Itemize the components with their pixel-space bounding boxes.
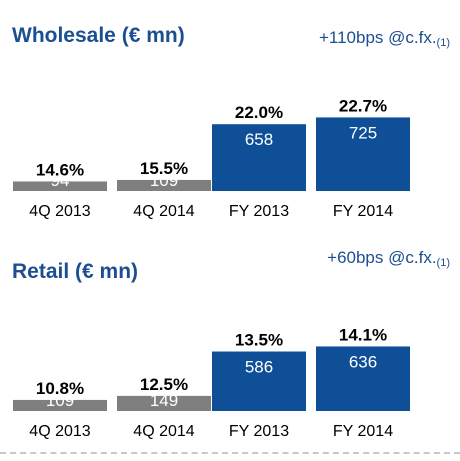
wholesale-bar-value-3: 658: [245, 130, 273, 149]
wholesale-bar-1: [13, 181, 107, 191]
wholesale-margin-label-2: 15.5%: [140, 159, 188, 178]
retail-margin-label-1: 10.8%: [36, 379, 84, 398]
retail-fx-note-text: +60bps @c.fx.: [327, 248, 437, 267]
wholesale-bar-2: [117, 179, 211, 191]
bottom-separator: [0, 452, 460, 454]
wholesale-panel: Wholesale (€ mn) +110bps @c.fx.(1) 94 14.…: [12, 24, 450, 220]
wholesale-title: Wholesale (€ mn): [12, 24, 185, 47]
wholesale-margin-label-4: 22.7%: [339, 96, 387, 115]
wholesale-category-label-3: FY 2013: [229, 203, 289, 220]
retail-bar-value-2: 149: [150, 391, 178, 410]
wholesale-fx-note: +110bps @c.fx.(1): [319, 28, 450, 49]
retail-bar-value-4: 636: [349, 352, 377, 371]
retail-margin-label-4: 14.1%: [339, 325, 387, 344]
retail-bar-4: [316, 346, 410, 411]
wholesale-bar-value-4: 725: [349, 123, 377, 142]
retail-category-label-2: 4Q 2014: [133, 423, 194, 440]
retail-margin-label-3: 13.5%: [235, 331, 283, 350]
wholesale-category-label-4: FY 2014: [333, 203, 393, 220]
retail-title: Retail (€ mn): [12, 260, 139, 283]
retail-fx-footnote: (1): [436, 257, 450, 269]
retail-bar-2: [117, 395, 211, 411]
retail-category-label-4: FY 2014: [333, 423, 393, 440]
wholesale-margin-label-1: 14.6%: [36, 160, 84, 179]
retail-margin-label-2: 12.5%: [140, 375, 188, 394]
wholesale-category-label-1: 4Q 2013: [29, 203, 90, 220]
wholesale-bar-4: [316, 117, 410, 191]
wholesale-margin-label-3: 22.0%: [235, 103, 283, 122]
wholesale-category-label-2: 4Q 2014: [133, 203, 194, 220]
retail-bar-1: [13, 399, 107, 411]
retail-fx-note: +60bps @c.fx.(1): [327, 248, 450, 269]
retail-bar-value-1: 109: [46, 391, 74, 410]
retail-category-label-3: FY 2013: [229, 423, 289, 440]
retail-category-label-1: 4Q 2013: [29, 423, 90, 440]
retail-bar-3: [212, 351, 306, 411]
wholesale-bar-value-2: 109: [150, 171, 178, 190]
wholesale-fx-footnote: (1): [436, 37, 450, 49]
retail-panel: Retail (€ mn) +60bps @c.fx.(1) 109 10.8% 4…: [0, 232, 460, 461]
retail-bar-value-3: 586: [245, 358, 273, 377]
wholesale-bar-3: [212, 124, 306, 191]
wholesale-bar-value-1: 94: [51, 171, 70, 190]
wholesale-fx-note-text: +110bps @c.fx.: [318, 28, 437, 47]
